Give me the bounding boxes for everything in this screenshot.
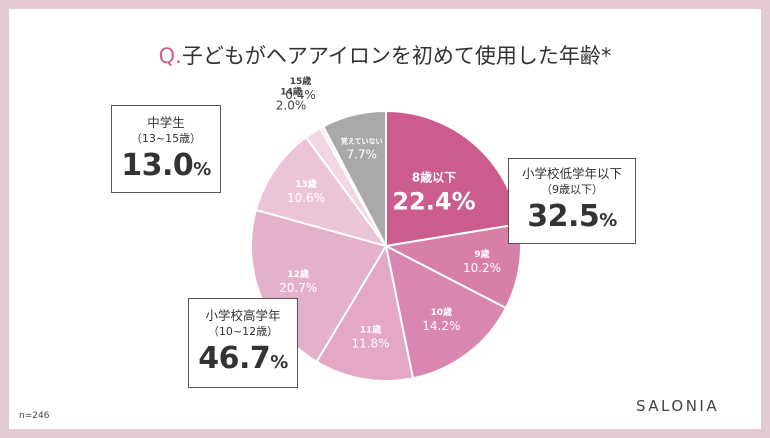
chart-title: Q.子どもがヘアアイロンを初めて使用した年齢*: [0, 40, 770, 70]
group-value: 32.5%: [527, 199, 617, 234]
slice-value-label: 10.6%: [287, 191, 325, 205]
pie-slice: [315, 243, 415, 383]
group-value: 46.7%: [198, 341, 288, 376]
slice-value-label: 22.4%: [392, 187, 475, 215]
group-box-junior-high: 中学生 （13~15歳） 13.0%: [111, 105, 221, 193]
group-range: （13~15歳）: [130, 132, 202, 145]
group-label: 小学校低学年以下: [521, 166, 622, 181]
pie-slice: [384, 244, 508, 380]
group-range: （9歳以下）: [541, 183, 603, 196]
slice-label: 14歳: [280, 85, 302, 97]
slice-label: 12歳: [287, 268, 309, 280]
group-label: 小学校高学年: [205, 308, 281, 323]
slice-label: 13歳: [295, 178, 317, 190]
group-range: （10~12歳）: [207, 325, 279, 338]
group-box-upper-elementary: 小学校高学年 （10~12歳） 46.7%: [188, 298, 298, 388]
group-label: 中学生: [147, 115, 185, 130]
group-box-lower-elementary: 小学校低学年以下 （9歳以下） 32.5%: [508, 158, 636, 244]
slice-value-label: 7.7%: [346, 148, 377, 162]
brand-logo: SALONIA: [636, 397, 720, 415]
slice-value-label: 2.0%: [276, 98, 307, 112]
slice-label: 8歳以下: [412, 169, 456, 184]
group-value: 13.0%: [121, 148, 211, 183]
slice-label: 10歳: [431, 306, 453, 318]
title-text: 子どもがヘアアイロンを初めて使用した年齢*: [181, 44, 612, 68]
slice-value-label: 0.4%: [285, 88, 316, 102]
slice-value-label: 14.2%: [422, 319, 460, 333]
pie-slice: [254, 135, 389, 248]
slice-value-label: 20.7%: [279, 281, 317, 295]
slice-label: 15歳: [290, 75, 312, 87]
sample-size-note: n=246: [19, 411, 50, 421]
pie-slice: [321, 109, 387, 247]
slice-label: 9歳: [474, 248, 489, 260]
slice-value-label: 10.2%: [463, 261, 501, 275]
slice-label: 11歳: [360, 324, 382, 336]
title-prefix: Q.: [158, 44, 182, 68]
slice-value-label: 11.8%: [351, 337, 389, 351]
slice-label: 覚えていない: [340, 137, 383, 146]
